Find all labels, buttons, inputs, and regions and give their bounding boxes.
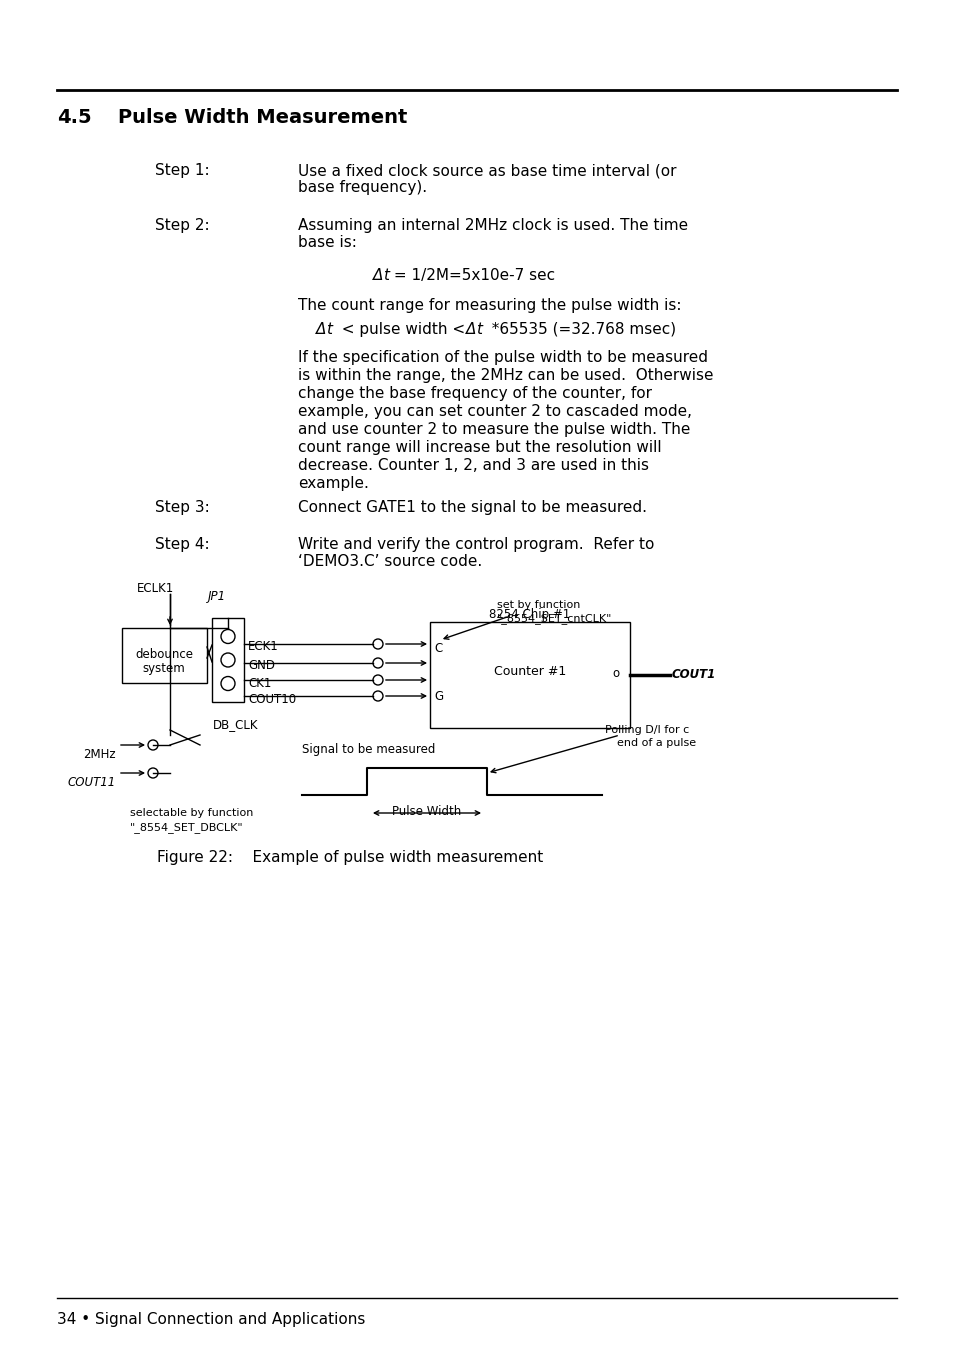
Text: The count range for measuring the pulse width is:: The count range for measuring the pulse … [297,297,680,314]
Text: < pulse width <: < pulse width < [332,322,470,337]
Text: Step 3:: Step 3: [154,500,210,515]
Text: 4.5: 4.5 [57,108,91,127]
Circle shape [373,639,382,649]
Bar [212,618,244,702]
Text: Step 2:: Step 2: [154,218,210,233]
Text: decrease. Counter 1, 2, and 3 are used in this: decrease. Counter 1, 2, and 3 are used i… [297,458,648,473]
Circle shape [148,768,158,777]
Text: example, you can set counter 2 to cascaded mode,: example, you can set counter 2 to cascad… [297,404,691,419]
Text: Pulse Width: Pulse Width [392,804,461,818]
Text: example.: example. [297,476,369,491]
Text: DB_CLK: DB_CLK [213,718,258,731]
Circle shape [221,676,234,691]
Text: ECK1: ECK1 [248,639,278,653]
Text: GND: GND [248,658,274,672]
Text: = 1/2M=5x10e-7 sec: = 1/2M=5x10e-7 sec [389,268,555,283]
Circle shape [148,740,158,750]
Text: Δ: Δ [315,322,326,337]
Text: If the specification of the pulse width to be measured: If the specification of the pulse width … [297,350,707,365]
Text: JP1: JP1 [208,589,226,603]
Text: ECLK1: ECLK1 [137,581,174,595]
Text: base is:: base is: [297,235,356,250]
Text: Δ: Δ [373,268,383,283]
Text: COUT1: COUT1 [671,668,716,681]
Text: Step 1:: Step 1: [154,164,210,178]
Text: o: o [612,667,618,680]
Text: ‘DEMO3.C’ source code.: ‘DEMO3.C’ source code. [297,554,482,569]
Text: Figure 22:    Example of pulse width measurement: Figure 22: Example of pulse width measur… [156,850,542,865]
Text: set by function: set by function [497,600,579,610]
Text: Assuming an internal 2MHz clock is used. The time: Assuming an internal 2MHz clock is used.… [297,218,687,233]
Text: Pulse Width Measurement: Pulse Width Measurement [118,108,407,127]
Circle shape [373,675,382,685]
Text: "_8554_SET_DBCLK": "_8554_SET_DBCLK" [130,822,243,833]
Text: Connect GATE1 to the signal to be measured.: Connect GATE1 to the signal to be measur… [297,500,646,515]
Text: and use counter 2 to measure the pulse width. The: and use counter 2 to measure the pulse w… [297,422,690,437]
Text: G: G [434,690,442,703]
Text: count range will increase but the resolution will: count range will increase but the resolu… [297,439,661,456]
Text: Use a fixed clock source as base time interval (or: Use a fixed clock source as base time in… [297,164,676,178]
Text: Step 4:: Step 4: [154,537,210,552]
Text: 8254 Chip #1: 8254 Chip #1 [489,608,570,621]
Text: debounce: debounce [135,648,193,661]
Text: selectable by function: selectable by function [130,808,253,818]
Circle shape [221,653,234,667]
Text: base frequency).: base frequency). [297,180,427,195]
Text: *65535 (=32.768 msec): *65535 (=32.768 msec) [481,322,676,337]
Text: COUT10: COUT10 [248,694,295,706]
Text: COUT11: COUT11 [68,776,116,790]
Text: t: t [382,268,389,283]
Text: C: C [434,642,442,654]
Text: system: system [143,662,185,675]
Bar [122,627,207,683]
Text: Write and verify the control program.  Refer to: Write and verify the control program. Re… [297,537,654,552]
Text: t: t [476,322,481,337]
Circle shape [221,630,234,644]
Text: Polling D/I for c: Polling D/I for c [604,725,688,735]
Text: is within the range, the 2MHz can be used.  Otherwise: is within the range, the 2MHz can be use… [297,368,713,383]
Circle shape [373,691,382,700]
Text: end of a pulse: end of a pulse [617,738,696,748]
Text: Δ: Δ [465,322,476,337]
Text: t: t [326,322,332,337]
Text: CK1: CK1 [248,677,271,690]
Circle shape [373,658,382,668]
Text: change the base frequency of the counter, for: change the base frequency of the counter… [297,387,651,402]
Text: Signal to be measured: Signal to be measured [302,744,435,756]
Text: "_8554_SET_cntCLK": "_8554_SET_cntCLK" [497,612,612,623]
Bar [430,622,629,727]
Text: 2MHz: 2MHz [83,748,115,761]
Text: 34 • Signal Connection and Applications: 34 • Signal Connection and Applications [57,1311,365,1328]
Text: Counter #1: Counter #1 [494,665,565,677]
